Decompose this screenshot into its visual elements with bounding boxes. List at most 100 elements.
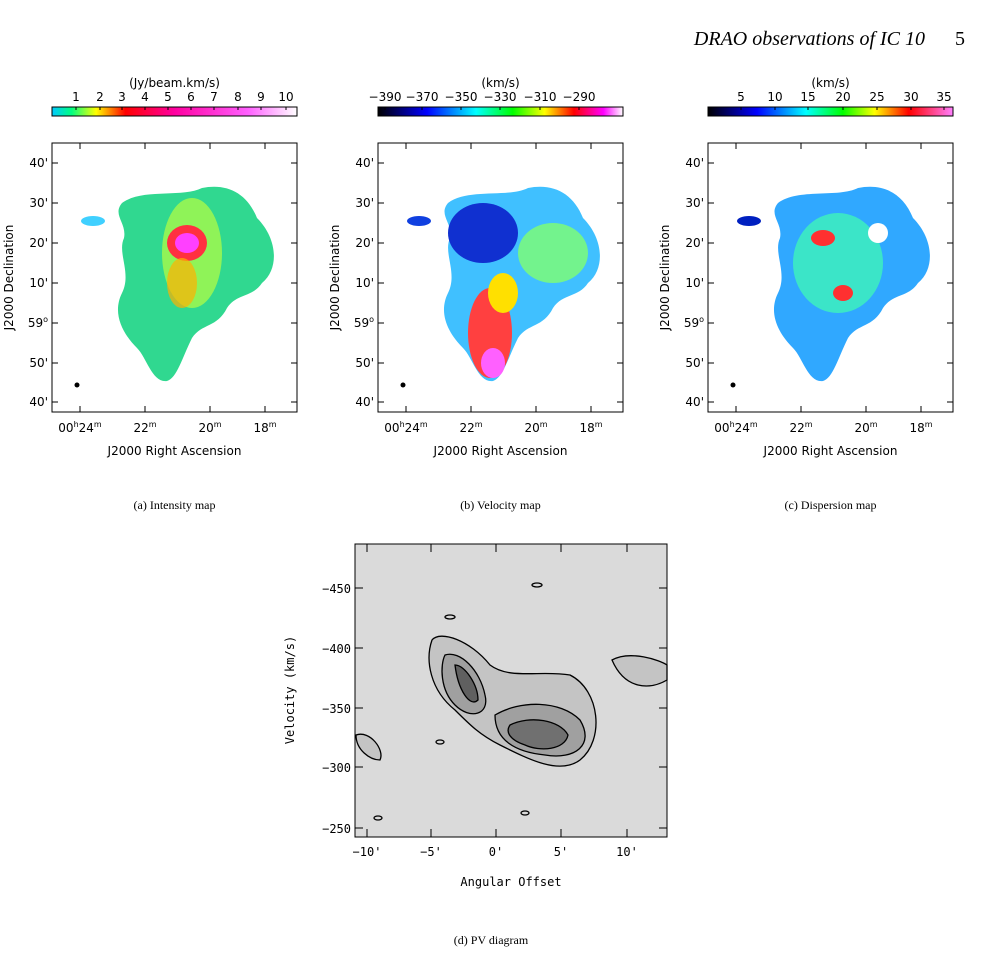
y-tick-label: 30' — [685, 196, 704, 210]
x-tick-label-part: 24 — [405, 421, 420, 435]
caption: (d) PV diagram — [454, 933, 529, 947]
caption: (b) Velocity map — [460, 498, 540, 512]
x-tick-label: −5' — [420, 845, 442, 859]
map-frame — [707, 142, 954, 413]
colorbar-tick-label: 35 — [936, 90, 951, 104]
y-tick-label-part: 20' — [355, 236, 374, 250]
y-tick-label-part: 10' — [685, 276, 704, 290]
y-tick-label-part: 50' — [685, 356, 704, 370]
y-axis-label: J2000 Declination — [328, 225, 342, 332]
y-tick-label-part: 30' — [355, 196, 374, 210]
x-tick-label: 20m — [198, 420, 221, 435]
x-tick-label: 00h24m — [384, 420, 428, 435]
colorbar-tick-label: −290 — [563, 90, 596, 104]
x-tick-label-part: m — [925, 420, 933, 429]
x-tick-label-part: m — [214, 420, 222, 429]
x-tick-label: 20m — [854, 420, 877, 435]
y-tick-label: 10' — [29, 276, 48, 290]
colorbar-tick-label: −350 — [445, 90, 478, 104]
x-tick-label-part: 00 — [58, 421, 73, 435]
y-tick-label-part: 30' — [685, 196, 704, 210]
map-frame — [51, 142, 298, 413]
y-tick-label: 40' — [355, 395, 374, 409]
y-tick-label-part: 40' — [685, 156, 704, 170]
y-tick-label: 20' — [355, 236, 374, 250]
y-tick-label-part: 50' — [29, 356, 48, 370]
x-tick-label: 18m — [253, 420, 276, 435]
x-tick-label-part: 22 — [789, 421, 804, 435]
colorbar-tick-label: −370 — [406, 90, 439, 104]
x-tick-label: 0' — [489, 845, 503, 859]
x-tick-label: 18m — [909, 420, 932, 435]
y-tick-label: 59o — [28, 315, 48, 330]
colorbar-label: (Jy/beam.km/s) — [129, 76, 220, 90]
pv-frame — [354, 543, 668, 838]
x-tick-label-part: m — [805, 420, 813, 429]
x-tick-label: 00h24m — [714, 420, 758, 435]
y-tick-label-part: o — [699, 315, 704, 324]
x-tick-label-part: 18 — [253, 421, 268, 435]
x-tick-label: 22m — [459, 420, 482, 435]
y-tick-label-part: 10' — [29, 276, 48, 290]
x-tick-label-part: 00 — [384, 421, 399, 435]
caption: (c) Dispersion map — [785, 498, 877, 512]
caption: (a) Intensity map — [134, 498, 216, 512]
colorbar — [707, 106, 954, 117]
colorbar-tick-label: 2 — [96, 90, 104, 104]
colorbar-tick-label: 4 — [141, 90, 149, 104]
y-tick-label: 50' — [29, 356, 48, 370]
colorbar-tick-label: −330 — [484, 90, 517, 104]
y-tick-label: −350 — [322, 702, 351, 716]
x-tick-label-part: m — [595, 420, 603, 429]
y-tick-label: 10' — [355, 276, 374, 290]
colorbar-tick-label: 10 — [767, 90, 782, 104]
x-tick-label: 20m — [524, 420, 547, 435]
velocity-map — [400, 186, 600, 388]
y-tick-label: 59o — [684, 315, 704, 330]
y-tick-label-part: 40' — [29, 395, 48, 409]
y-axis-label: Velocity (km/s) — [283, 636, 297, 744]
y-tick-label-part: 40' — [685, 395, 704, 409]
x-tick-label-part: m — [149, 420, 157, 429]
y-tick-label-part: 30' — [29, 196, 48, 210]
y-tick-label: 30' — [29, 196, 48, 210]
page-number: 5 — [955, 28, 965, 50]
x-tick-label-part: m — [420, 420, 428, 429]
colorbar-tick-label: 9 — [257, 90, 265, 104]
y-tick-label-part: 40' — [355, 395, 374, 409]
x-tick-label: 00h24m — [58, 420, 102, 435]
colorbar-tick-label: 15 — [800, 90, 815, 104]
y-tick-label-part: 20' — [685, 236, 704, 250]
x-axis-label: J2000 Right Ascension — [763, 444, 898, 458]
x-tick-label-part: 00 — [714, 421, 729, 435]
x-tick-label-part: m — [870, 420, 878, 429]
map-frame — [377, 142, 624, 413]
y-tick-label-part: 10' — [355, 276, 374, 290]
y-tick-label: 40' — [355, 156, 374, 170]
x-tick-label-part: m — [269, 420, 277, 429]
x-tick-label-part: h — [730, 420, 735, 429]
x-tick-label-part: m — [475, 420, 483, 429]
colorbar-tick-label: −390 — [369, 90, 402, 104]
y-tick-label: 20' — [685, 236, 704, 250]
colorbar — [51, 106, 298, 117]
x-tick-label-part: 18 — [579, 421, 594, 435]
colorbar-tick-label: −310 — [524, 90, 557, 104]
x-tick-label: 22m — [789, 420, 812, 435]
x-tick-label-part: 20 — [198, 421, 213, 435]
y-tick-label-part: 50' — [355, 356, 374, 370]
x-tick-label: 18m — [579, 420, 602, 435]
intensity-map — [74, 186, 274, 388]
colorbar-tick-label: 3 — [118, 90, 126, 104]
dispersion-map — [730, 186, 930, 388]
y-tick-label-part: o — [43, 315, 48, 324]
y-tick-label-part: 59 — [684, 316, 699, 330]
colorbar-tick-label: 5 — [164, 90, 172, 104]
colorbar-tick-label: 5 — [737, 90, 745, 104]
y-tick-label-part: 40' — [355, 156, 374, 170]
y-tick-label: −400 — [322, 642, 351, 656]
x-tick-label-part: m — [540, 420, 548, 429]
x-tick-label-part: 24 — [735, 421, 750, 435]
x-tick-label-part: 20 — [524, 421, 539, 435]
